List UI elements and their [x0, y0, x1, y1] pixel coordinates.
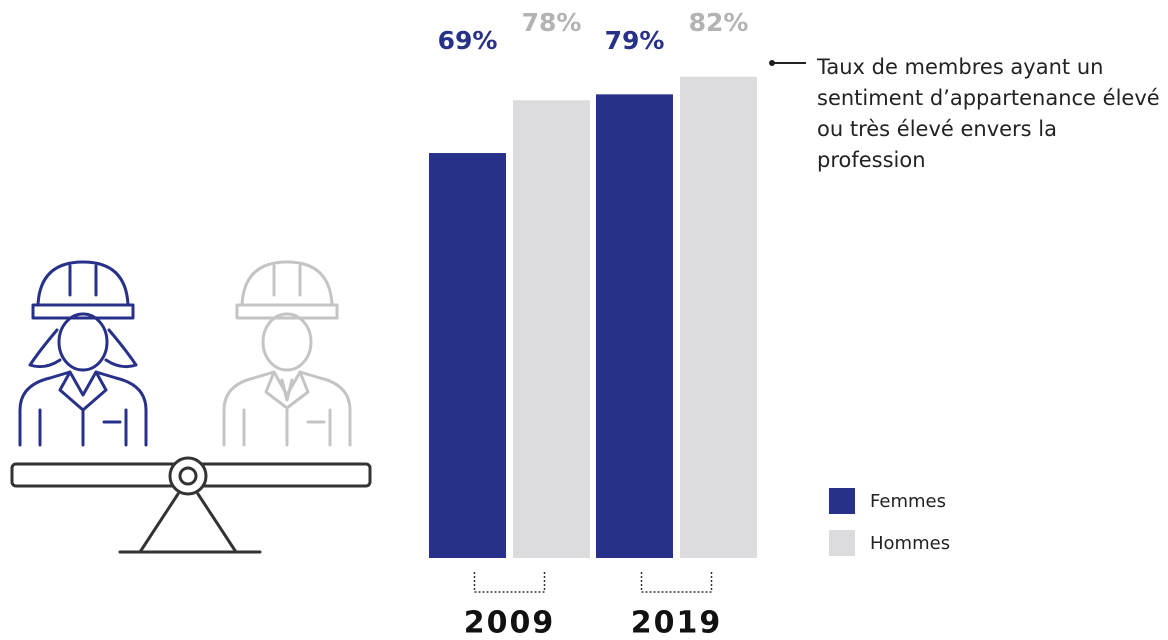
annotation-pointer — [769, 60, 806, 66]
bar — [680, 77, 757, 558]
legend-swatch — [829, 488, 855, 514]
legend-label: Hommes — [870, 533, 950, 554]
x-tick-label: 2019 — [631, 606, 723, 640]
group-bracket — [642, 572, 712, 592]
bar — [513, 100, 590, 558]
bar — [596, 94, 673, 558]
page: 2009 69% 78% 2019 79% 82% Femmes Hommes Taux de… — [0, 0, 1168, 640]
value-label: 79% — [605, 26, 665, 55]
x-tick-label: 2009 — [464, 606, 556, 640]
legend-label: Femmes — [870, 491, 946, 512]
value-label: 69% — [438, 26, 498, 55]
bar — [429, 153, 506, 558]
illustration — [12, 262, 370, 552]
legend-swatch — [829, 530, 855, 556]
annotation: Taux de membres ayant un sentiment d’app… — [817, 52, 1162, 176]
group-bracket — [475, 572, 545, 592]
value-label: 82% — [689, 8, 749, 37]
value-label: 78% — [522, 8, 582, 37]
